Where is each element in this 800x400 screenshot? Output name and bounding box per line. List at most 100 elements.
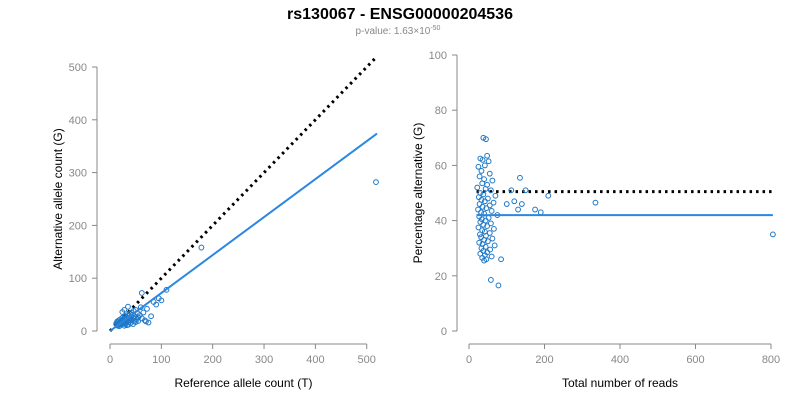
right-data-point bbox=[483, 136, 489, 143]
right-data-point bbox=[545, 192, 552, 199]
right-data-point bbox=[484, 238, 491, 245]
right-data-point bbox=[480, 221, 487, 228]
right-data-point bbox=[476, 201, 483, 207]
left-y-tick-label: 200 bbox=[69, 220, 87, 232]
right-data-point bbox=[511, 198, 518, 205]
left-data-point bbox=[158, 297, 165, 304]
left-expected-ratio-line bbox=[108, 55, 379, 333]
left-data-point bbox=[145, 319, 152, 326]
right-y-tick-label: 80 bbox=[435, 105, 447, 117]
right-data-point bbox=[515, 206, 521, 213]
right-data-point bbox=[495, 282, 502, 289]
right-y-axis-title: Percentage alternative (G) bbox=[411, 123, 425, 264]
right-data-point bbox=[484, 195, 491, 202]
right-data-point bbox=[487, 220, 494, 227]
right-data-point bbox=[490, 199, 497, 206]
right-x-tick-label: 600 bbox=[686, 354, 704, 366]
right-data-point bbox=[478, 168, 485, 174]
right-y-tick-label: 60 bbox=[435, 160, 447, 172]
left-x-tick-label: 0 bbox=[107, 354, 113, 366]
right-data-point bbox=[485, 214, 492, 221]
left-data-point bbox=[140, 309, 147, 316]
right-data-point bbox=[476, 239, 483, 246]
right-data-point bbox=[592, 199, 599, 206]
left-y-axis-title: Alternative allele count (G) bbox=[51, 128, 65, 269]
right-data-point bbox=[479, 156, 486, 163]
right-data-point bbox=[517, 174, 523, 181]
right-data-point bbox=[484, 152, 491, 159]
right-y-tick-label: 20 bbox=[435, 271, 447, 283]
right-data-point bbox=[532, 206, 538, 213]
right-data-point bbox=[487, 246, 494, 253]
right-data-point bbox=[491, 225, 497, 232]
right-data-point bbox=[474, 184, 481, 191]
right-y-tick-label: 40 bbox=[435, 216, 447, 228]
left-data-point bbox=[144, 305, 150, 312]
right-data-point bbox=[482, 185, 489, 192]
right-data-point bbox=[475, 206, 481, 213]
right-y-tick-label: 100 bbox=[429, 50, 447, 62]
left-data-point bbox=[125, 303, 131, 310]
right-data-point bbox=[476, 173, 483, 180]
left-x-axis-title: Reference allele count (T) bbox=[174, 376, 312, 390]
left-y-tick-label: 0 bbox=[81, 326, 87, 338]
right-x-tick-label: 200 bbox=[535, 354, 553, 366]
left-x-tick-label: 200 bbox=[204, 354, 222, 366]
left-data-point bbox=[121, 306, 128, 313]
left-data-point bbox=[135, 318, 142, 324]
right-data-point bbox=[475, 163, 482, 170]
left-fit-line bbox=[109, 132, 378, 332]
right-data-point bbox=[486, 202, 493, 209]
panel-right: 0 200 400 600 800 0 20 40 60 80 100 Total number of… bbox=[411, 50, 780, 390]
left-data-point bbox=[198, 244, 205, 251]
right-data-point bbox=[483, 205, 490, 212]
left-x-tick-label: 400 bbox=[306, 354, 324, 366]
p-value-exponent: -50 bbox=[430, 25, 440, 32]
right-data-point bbox=[479, 180, 486, 187]
panel-left: 0 100 200 300 400 500 0 100 200 300 400 500 Referenc… bbox=[51, 55, 379, 390]
right-x-axis-title: Total number of reads bbox=[562, 376, 678, 390]
left-y-tick-label: 500 bbox=[69, 62, 87, 74]
right-data-point bbox=[498, 256, 504, 263]
plot-panels: 0 100 200 300 400 5000100200300400500Referenc… bbox=[51, 50, 780, 390]
right-x-tick-label: 0 bbox=[466, 354, 472, 366]
right-data-point bbox=[488, 253, 495, 260]
right-data-point bbox=[484, 223, 491, 230]
left-x-tick-label: 100 bbox=[152, 354, 170, 366]
left-data-point bbox=[373, 179, 379, 186]
right-data-point bbox=[479, 203, 486, 210]
right-data-point bbox=[537, 209, 544, 216]
left-data-point bbox=[153, 301, 160, 308]
right-data-point bbox=[480, 191, 487, 198]
right-data-point bbox=[486, 170, 493, 177]
right-data-point bbox=[487, 187, 494, 194]
right-data-point bbox=[503, 201, 510, 207]
right-data-point bbox=[489, 235, 496, 242]
right-x-tick-label: 800 bbox=[762, 354, 780, 366]
right-data-point bbox=[769, 231, 776, 238]
left-y-tick-label: 100 bbox=[69, 273, 87, 285]
right-x-tick-label: 400 bbox=[611, 354, 629, 366]
left-x-tick-label: 500 bbox=[358, 354, 376, 366]
right-y-tick-label: 0 bbox=[441, 326, 447, 338]
right-data-point bbox=[522, 187, 529, 194]
left-y-tick-label: 400 bbox=[69, 115, 87, 127]
p-value-label: p-value: 1.63×10-50 bbox=[356, 25, 441, 37]
chart-title: rs130067 - ENSG00000204536 bbox=[287, 6, 513, 23]
right-data-point bbox=[481, 210, 488, 217]
left-data-point bbox=[138, 290, 145, 296]
left-data-point bbox=[148, 313, 154, 320]
right-data-point bbox=[485, 158, 492, 165]
right-data-point bbox=[475, 224, 482, 231]
right-data-point bbox=[481, 198, 488, 205]
p-value-text: p-value: 1.63×10 bbox=[356, 26, 431, 37]
right-data-point bbox=[518, 201, 525, 207]
right-data-point bbox=[477, 231, 483, 238]
right-data-point bbox=[486, 230, 493, 236]
right-data-point bbox=[492, 192, 499, 199]
left-y-tick-label: 300 bbox=[69, 168, 87, 180]
right-data-point bbox=[508, 187, 515, 194]
right-data-point bbox=[488, 208, 495, 214]
right-data-point bbox=[481, 257, 488, 264]
